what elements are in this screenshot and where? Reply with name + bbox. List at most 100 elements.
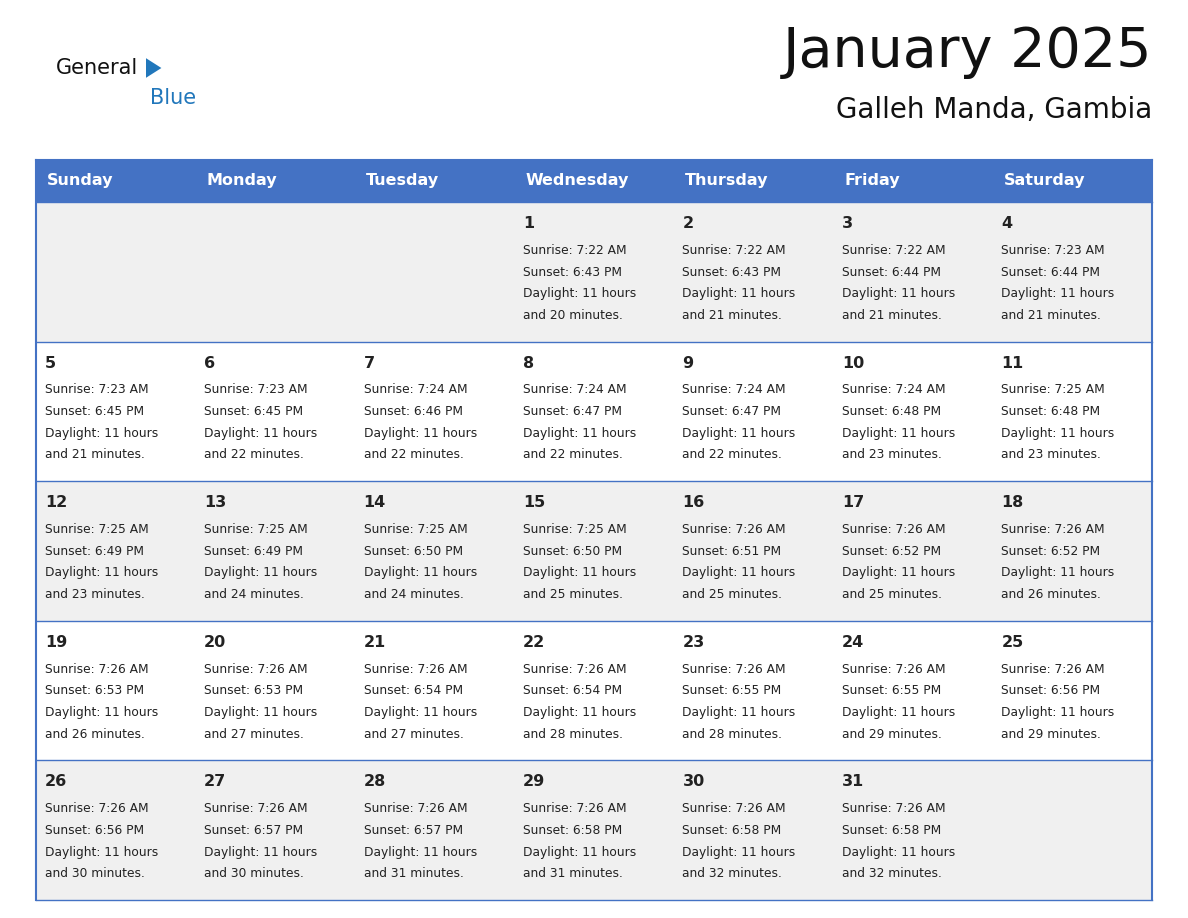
Text: Daylight: 11 hours: Daylight: 11 hours	[1001, 427, 1114, 440]
Text: 19: 19	[45, 634, 67, 650]
Text: Sunset: 6:44 PM: Sunset: 6:44 PM	[1001, 265, 1100, 278]
Text: Daylight: 11 hours: Daylight: 11 hours	[45, 427, 158, 440]
Text: Daylight: 11 hours: Daylight: 11 hours	[523, 566, 637, 579]
Text: General: General	[56, 58, 138, 78]
Bar	[36, 160, 196, 202]
Text: and 27 minutes.: and 27 minutes.	[204, 728, 304, 741]
Text: Sunrise: 7:24 AM: Sunrise: 7:24 AM	[364, 384, 467, 397]
Text: 9: 9	[682, 355, 694, 371]
Text: 10: 10	[842, 355, 864, 371]
Text: 31: 31	[842, 775, 864, 789]
Text: Sunrise: 7:24 AM: Sunrise: 7:24 AM	[523, 384, 627, 397]
Text: Sunset: 6:45 PM: Sunset: 6:45 PM	[204, 405, 303, 418]
Text: 26: 26	[45, 775, 67, 789]
Text: 27: 27	[204, 775, 227, 789]
Text: Daylight: 11 hours: Daylight: 11 hours	[204, 706, 317, 719]
Text: 2: 2	[682, 216, 694, 231]
Text: and 23 minutes.: and 23 minutes.	[1001, 448, 1101, 462]
Text: and 30 minutes.: and 30 minutes.	[204, 868, 304, 880]
Text: Sunrise: 7:22 AM: Sunrise: 7:22 AM	[523, 244, 627, 257]
Text: Sunset: 6:49 PM: Sunset: 6:49 PM	[45, 544, 144, 558]
Text: Daylight: 11 hours: Daylight: 11 hours	[1001, 706, 1114, 719]
Text: Daylight: 11 hours: Daylight: 11 hours	[842, 287, 955, 300]
Text: 21: 21	[364, 634, 386, 650]
Text: and 23 minutes.: and 23 minutes.	[842, 448, 942, 462]
Text: Galleh Manda, Gambia: Galleh Manda, Gambia	[835, 96, 1152, 124]
Text: Daylight: 11 hours: Daylight: 11 hours	[364, 845, 476, 858]
Text: Sunset: 6:53 PM: Sunset: 6:53 PM	[204, 684, 303, 698]
Text: and 21 minutes.: and 21 minutes.	[1001, 308, 1101, 322]
Text: Sunset: 6:47 PM: Sunset: 6:47 PM	[682, 405, 782, 418]
Text: Saturday: Saturday	[1004, 174, 1085, 188]
Bar	[36, 202, 1152, 341]
Text: Sunrise: 7:24 AM: Sunrise: 7:24 AM	[842, 384, 946, 397]
Text: Sunrise: 7:26 AM: Sunrise: 7:26 AM	[682, 663, 786, 676]
Text: Daylight: 11 hours: Daylight: 11 hours	[204, 566, 317, 579]
Bar	[992, 160, 1152, 202]
Text: 16: 16	[682, 495, 704, 510]
Text: Daylight: 11 hours: Daylight: 11 hours	[364, 427, 476, 440]
Text: and 23 minutes.: and 23 minutes.	[45, 588, 145, 601]
Text: and 30 minutes.: and 30 minutes.	[45, 868, 145, 880]
Text: 22: 22	[523, 634, 545, 650]
Text: Blue: Blue	[150, 88, 196, 108]
Text: Sunrise: 7:22 AM: Sunrise: 7:22 AM	[842, 244, 946, 257]
Text: and 27 minutes.: and 27 minutes.	[364, 728, 463, 741]
Text: Daylight: 11 hours: Daylight: 11 hours	[204, 427, 317, 440]
Bar	[36, 341, 1152, 481]
Bar	[36, 621, 1152, 760]
Text: January 2025: January 2025	[783, 25, 1152, 79]
Text: and 32 minutes.: and 32 minutes.	[682, 868, 783, 880]
Text: Sunset: 6:51 PM: Sunset: 6:51 PM	[682, 544, 782, 558]
Bar	[674, 160, 833, 202]
Text: Sunset: 6:52 PM: Sunset: 6:52 PM	[1001, 544, 1100, 558]
Text: and 26 minutes.: and 26 minutes.	[1001, 588, 1101, 601]
Text: Daylight: 11 hours: Daylight: 11 hours	[45, 845, 158, 858]
Text: and 29 minutes.: and 29 minutes.	[842, 728, 942, 741]
Text: Daylight: 11 hours: Daylight: 11 hours	[45, 566, 158, 579]
Text: 15: 15	[523, 495, 545, 510]
Text: Sunset: 6:43 PM: Sunset: 6:43 PM	[523, 265, 623, 278]
Text: Sunrise: 7:26 AM: Sunrise: 7:26 AM	[842, 802, 946, 815]
Bar	[36, 481, 1152, 621]
Text: and 29 minutes.: and 29 minutes.	[1001, 728, 1101, 741]
Text: Sunrise: 7:26 AM: Sunrise: 7:26 AM	[523, 802, 627, 815]
Text: Daylight: 11 hours: Daylight: 11 hours	[682, 427, 796, 440]
Text: and 22 minutes.: and 22 minutes.	[682, 448, 783, 462]
Text: and 22 minutes.: and 22 minutes.	[364, 448, 463, 462]
Text: and 31 minutes.: and 31 minutes.	[364, 868, 463, 880]
Text: Sunrise: 7:26 AM: Sunrise: 7:26 AM	[523, 663, 627, 676]
Text: Sunrise: 7:26 AM: Sunrise: 7:26 AM	[1001, 663, 1105, 676]
Text: Sunset: 6:43 PM: Sunset: 6:43 PM	[682, 265, 782, 278]
Text: 12: 12	[45, 495, 67, 510]
Text: Sunset: 6:57 PM: Sunset: 6:57 PM	[364, 824, 463, 837]
Text: Sunrise: 7:25 AM: Sunrise: 7:25 AM	[523, 523, 627, 536]
Text: Daylight: 11 hours: Daylight: 11 hours	[1001, 287, 1114, 300]
Text: Sunrise: 7:26 AM: Sunrise: 7:26 AM	[364, 802, 467, 815]
Text: 13: 13	[204, 495, 227, 510]
Text: Sunset: 6:48 PM: Sunset: 6:48 PM	[1001, 405, 1100, 418]
Text: Sunrise: 7:22 AM: Sunrise: 7:22 AM	[682, 244, 786, 257]
Text: Sunrise: 7:26 AM: Sunrise: 7:26 AM	[204, 663, 308, 676]
Text: Sunset: 6:55 PM: Sunset: 6:55 PM	[842, 684, 941, 698]
Text: Daylight: 11 hours: Daylight: 11 hours	[1001, 566, 1114, 579]
Text: Daylight: 11 hours: Daylight: 11 hours	[364, 566, 476, 579]
Text: 11: 11	[1001, 355, 1024, 371]
Text: Sunset: 6:53 PM: Sunset: 6:53 PM	[45, 684, 144, 698]
Text: and 22 minutes.: and 22 minutes.	[204, 448, 304, 462]
Text: Sunrise: 7:26 AM: Sunrise: 7:26 AM	[842, 523, 946, 536]
Text: Sunset: 6:54 PM: Sunset: 6:54 PM	[523, 684, 623, 698]
Text: and 32 minutes.: and 32 minutes.	[842, 868, 942, 880]
Text: Sunset: 6:50 PM: Sunset: 6:50 PM	[364, 544, 463, 558]
Text: Daylight: 11 hours: Daylight: 11 hours	[204, 845, 317, 858]
Text: Daylight: 11 hours: Daylight: 11 hours	[523, 427, 637, 440]
Text: Sunset: 6:50 PM: Sunset: 6:50 PM	[523, 544, 623, 558]
Text: Sunrise: 7:26 AM: Sunrise: 7:26 AM	[682, 523, 786, 536]
Text: 8: 8	[523, 355, 535, 371]
Text: 14: 14	[364, 495, 386, 510]
Polygon shape	[146, 58, 162, 78]
Text: 28: 28	[364, 775, 386, 789]
Text: 18: 18	[1001, 495, 1024, 510]
Bar	[514, 160, 674, 202]
Text: Daylight: 11 hours: Daylight: 11 hours	[364, 706, 476, 719]
